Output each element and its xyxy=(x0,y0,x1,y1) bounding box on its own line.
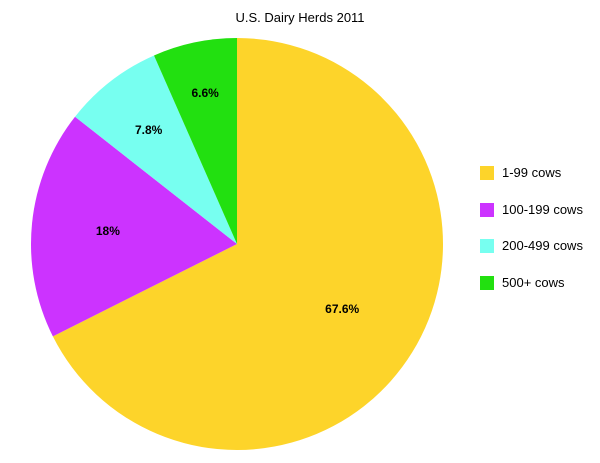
pie-slice-200-499-cows xyxy=(75,55,237,244)
legend-label-1-99-cows: 1-99 cows xyxy=(502,165,562,180)
data-label-500-plus-cows: 6.6% xyxy=(192,86,220,100)
legend-swatch-200-499-cows xyxy=(480,239,494,253)
legend-swatch-500-plus-cows xyxy=(480,276,494,290)
data-label-100-199-cows: 18% xyxy=(96,224,120,238)
pie-slice-1-99-cows xyxy=(52,38,444,451)
chart-title: U.S. Dairy Herds 2011 xyxy=(235,10,365,25)
legend-label-200-499-cows: 200-499 cows xyxy=(502,238,583,253)
pie-slice-100-199-cows xyxy=(31,116,238,337)
legend-label-100-199-cows: 100-199 cows xyxy=(502,202,583,217)
pie-slice-500-plus-cows xyxy=(154,38,237,244)
legend-swatch-1-99-cows xyxy=(480,166,494,180)
legend-swatch-100-199-cows xyxy=(480,203,494,217)
legend-label-500-plus-cows: 500+ cows xyxy=(502,275,565,290)
data-label-1-99-cows: 67.6% xyxy=(325,302,359,316)
data-label-200-499-cows: 7.8% xyxy=(135,123,163,137)
